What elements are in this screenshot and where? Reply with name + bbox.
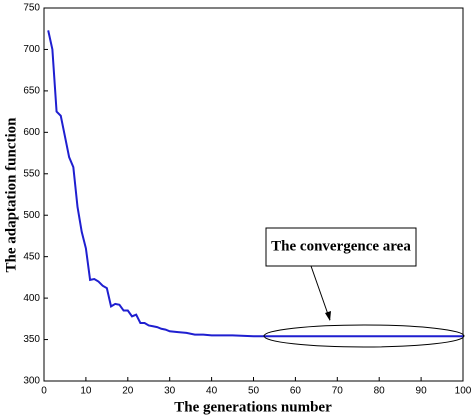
x-axis-label: The generations number bbox=[174, 399, 332, 415]
annotation-arrow bbox=[310, 265, 331, 321]
x-tick-label: 100 bbox=[455, 386, 472, 397]
x-tick-label: 0 bbox=[41, 386, 47, 397]
x-tick-label: 40 bbox=[206, 386, 218, 397]
data-line bbox=[47, 30, 463, 338]
annotation: The convergence area bbox=[271, 238, 411, 254]
convergence-ellipse bbox=[263, 324, 465, 348]
y-axis-label: The adaptation function bbox=[3, 117, 19, 273]
y-tick-label: 500 bbox=[23, 210, 40, 221]
y-tick-label: 450 bbox=[23, 251, 40, 262]
y-tick-label: 600 bbox=[23, 127, 40, 138]
x-tick-label: 20 bbox=[122, 386, 134, 397]
y-tick-label: 350 bbox=[23, 334, 40, 345]
x-tick-label: 60 bbox=[290, 386, 302, 397]
x-tick-label: 30 bbox=[164, 386, 176, 397]
y-tick-label: 750 bbox=[23, 3, 40, 14]
plot-frame bbox=[43, 7, 464, 382]
x-tick-label: 90 bbox=[416, 386, 428, 397]
y-tick-label: 300 bbox=[23, 376, 40, 387]
x-tick-label: 70 bbox=[332, 386, 344, 397]
y-tick-label: 650 bbox=[23, 86, 40, 97]
x-tick-label: 80 bbox=[374, 386, 386, 397]
annotation-box bbox=[265, 227, 417, 267]
y-tick-label: 550 bbox=[23, 168, 40, 179]
arrow-head bbox=[325, 311, 331, 321]
y-tick-label: 700 bbox=[23, 44, 40, 55]
x-tick-label: 10 bbox=[80, 386, 92, 397]
y-tick-label: 400 bbox=[23, 293, 40, 304]
x-tick-label: 50 bbox=[248, 386, 260, 397]
